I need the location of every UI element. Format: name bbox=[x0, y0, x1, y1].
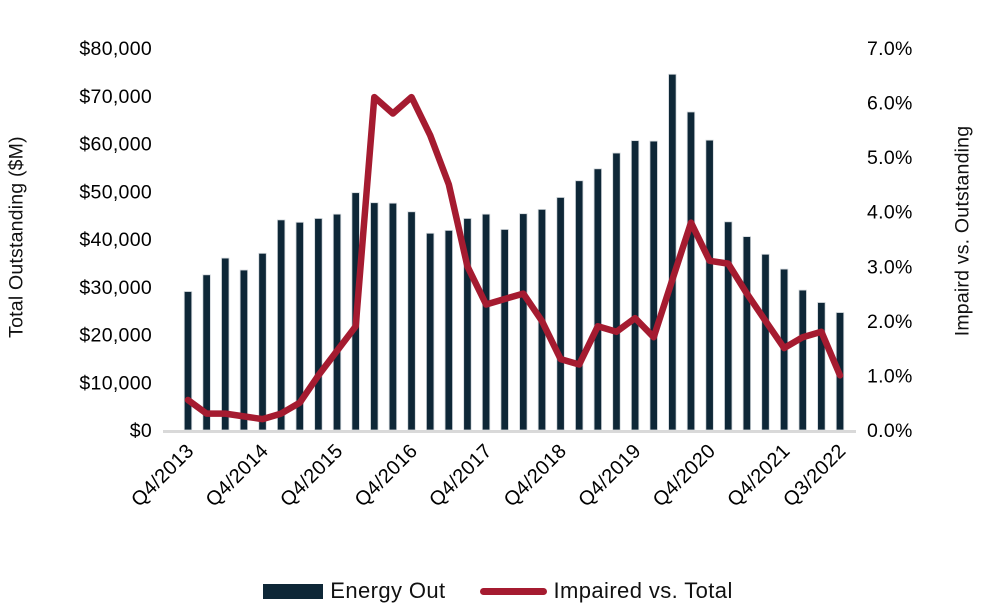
legend-label-energy-out: Energy Out bbox=[330, 578, 446, 603]
bar-energy-out bbox=[649, 140, 658, 431]
x-axis-tick-label: Q3/2022 bbox=[779, 440, 850, 511]
bar-energy-out bbox=[761, 253, 770, 431]
bar-energy-out bbox=[798, 289, 807, 431]
bar-energy-out bbox=[612, 152, 621, 431]
x-axis-tick-label: Q4/2013 bbox=[127, 440, 198, 511]
line-swatch-icon bbox=[479, 587, 547, 595]
bar-energy-out bbox=[556, 197, 565, 431]
right-axis-tick-label: 2.0% bbox=[867, 311, 913, 333]
right-axis-tick-label: 0.0% bbox=[867, 420, 913, 442]
bar-energy-out bbox=[202, 274, 211, 431]
bar-energy-out bbox=[239, 269, 249, 431]
bar-energy-out bbox=[183, 291, 193, 431]
bar-energy-out bbox=[817, 302, 826, 431]
bar-energy-out bbox=[388, 202, 398, 431]
left-axis-tick-label: $70,000 bbox=[79, 86, 152, 108]
left-axis-tick-label: $10,000 bbox=[79, 372, 152, 394]
chart-legend: Energy Out Impaired vs. Total bbox=[0, 576, 996, 606]
right-axis-tick-label: 5.0% bbox=[867, 147, 913, 169]
right-axis-tick-label: 4.0% bbox=[867, 202, 913, 224]
bar-energy-out bbox=[481, 213, 491, 431]
left-axis-tick-label: $30,000 bbox=[79, 277, 152, 299]
right-axis-tick-label: 1.0% bbox=[867, 365, 913, 387]
bar-energy-out bbox=[519, 213, 528, 431]
bar-energy-out bbox=[668, 73, 677, 431]
x-axis-tick-label: Q4/2017 bbox=[425, 440, 496, 511]
right-axis-tick-label: 6.0% bbox=[867, 93, 913, 115]
x-axis-tick-label: Q4/2016 bbox=[351, 440, 422, 511]
bar-energy-out bbox=[276, 219, 286, 431]
left-axis-tick-label: $20,000 bbox=[79, 325, 152, 347]
right-axis-tick-label: 7.0% bbox=[867, 38, 913, 60]
impaired-vs-total-line bbox=[184, 93, 844, 423]
bar-swatch-icon bbox=[263, 583, 324, 599]
bar-energy-out bbox=[500, 229, 509, 431]
left-axis-tick-label: $0 bbox=[130, 420, 152, 442]
bar-energy-out bbox=[221, 257, 230, 431]
bar-energy-out bbox=[705, 139, 714, 431]
legend-item-energy-out: Energy Out bbox=[263, 578, 445, 604]
bar-energy-out bbox=[314, 218, 323, 431]
bar-energy-out bbox=[593, 168, 602, 431]
right-axis-tick-label: 3.0% bbox=[867, 256, 913, 278]
left-axis-tick-label: $80,000 bbox=[79, 38, 152, 60]
bar-energy-out bbox=[630, 140, 640, 431]
bar-energy-out bbox=[258, 252, 267, 431]
left-axis-tick-label: $40,000 bbox=[79, 229, 152, 251]
left-axis-tick-label: $50,000 bbox=[79, 181, 152, 203]
bar-energy-out bbox=[724, 221, 733, 431]
bar-energy-out bbox=[407, 211, 416, 431]
x-axis-tick-label: Q4/2020 bbox=[649, 440, 720, 511]
x-axis-tick-label: Q4/2018 bbox=[500, 440, 571, 511]
bar-energy-out bbox=[332, 213, 342, 431]
x-axis-tick-label: Q4/2019 bbox=[574, 440, 645, 511]
left-axis-title: Total Outstanding ($M) bbox=[5, 136, 28, 338]
bar-energy-out bbox=[444, 230, 453, 431]
bar-energy-out bbox=[426, 232, 435, 431]
bar-energy-out bbox=[370, 202, 379, 431]
legend-label-impaired: Impaired vs. Total bbox=[553, 578, 733, 603]
x-axis-tick-label: Q4/2014 bbox=[202, 440, 273, 511]
right-axis-title: Impaird vs. Outstanding bbox=[951, 125, 974, 337]
x-axis-tick-label: Q4/2015 bbox=[276, 440, 347, 511]
left-axis-tick-label: $60,000 bbox=[79, 134, 152, 156]
bar-energy-out bbox=[742, 236, 752, 431]
bar-energy-out bbox=[575, 180, 584, 431]
bar-energy-out bbox=[686, 111, 696, 431]
legend-item-impaired: Impaired vs. Total bbox=[479, 578, 733, 604]
